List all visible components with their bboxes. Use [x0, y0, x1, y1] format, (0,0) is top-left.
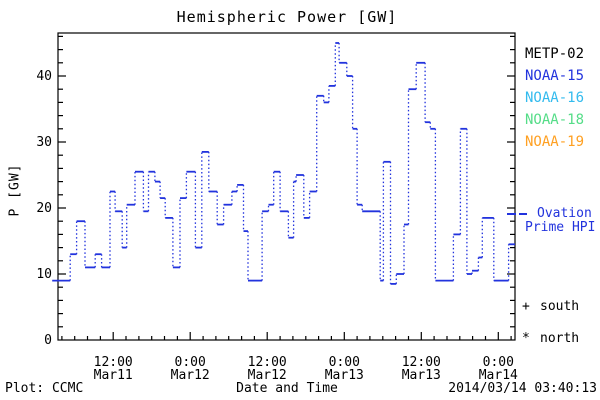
- south-symbol-legend: + south: [522, 299, 579, 314]
- svg-text:Mar12: Mar12: [171, 368, 210, 383]
- north-label: north: [540, 331, 580, 346]
- y-tick-labels: 0 10 20 30 40: [36, 69, 52, 348]
- legend-item-noaa-19: NOAA-19: [525, 134, 585, 150]
- svg-text:0:00: 0:00: [175, 355, 206, 370]
- svg-text:Mar12: Mar12: [248, 368, 287, 383]
- svg-text:0:00: 0:00: [329, 355, 360, 370]
- x-tick-labels: 12:00Mar110:00Mar1212:00Mar120:00Mar1312…: [94, 355, 518, 383]
- legend-item-noaa-18: NOAA-18: [525, 112, 585, 128]
- svg-text:Mar11: Mar11: [94, 368, 133, 383]
- plus-symbol-icon: +: [522, 299, 530, 314]
- ovation-legend-line1: Ovation: [537, 206, 592, 221]
- legend-item-noaa-15: NOAA-15: [525, 68, 585, 84]
- svg-text:12:00: 12:00: [248, 355, 287, 370]
- plot-timestamp: 2014/03/14 03:40:13: [448, 381, 597, 396]
- svg-text:0: 0: [44, 333, 52, 348]
- svg-text:30: 30: [36, 135, 52, 150]
- ovation-legend-line2: Prime HPI: [525, 220, 596, 235]
- svg-text:Mar14: Mar14: [479, 368, 518, 383]
- hpi-step-line: [52, 42, 515, 285]
- legend-item-metp-02: METP-02: [525, 46, 585, 62]
- svg-text:40: 40: [36, 69, 52, 84]
- svg-text:0:00: 0:00: [483, 355, 514, 370]
- svg-text:12:00: 12:00: [402, 355, 441, 370]
- x-axis-title: Date and Time: [236, 381, 338, 396]
- svg-text:10: 10: [36, 267, 52, 282]
- dashed-line-legend-icon: [507, 213, 516, 215]
- svg-text:Mar13: Mar13: [325, 368, 364, 383]
- legend-item-noaa-16: NOAA-16: [525, 90, 585, 106]
- south-label: south: [540, 299, 580, 314]
- north-symbol-legend: * north: [522, 331, 579, 346]
- svg-text:Mar13: Mar13: [402, 368, 441, 383]
- chart-title: Hemispheric Power [GW]: [176, 8, 398, 26]
- svg-text:12:00: 12:00: [94, 355, 133, 370]
- svg-text:20: 20: [36, 201, 52, 216]
- dashed-line-legend-icon: [519, 213, 527, 215]
- plot-source-label: Plot: CCMC: [5, 381, 84, 396]
- axes-frame: [57, 32, 516, 341]
- asterisk-symbol-icon: *: [522, 331, 530, 346]
